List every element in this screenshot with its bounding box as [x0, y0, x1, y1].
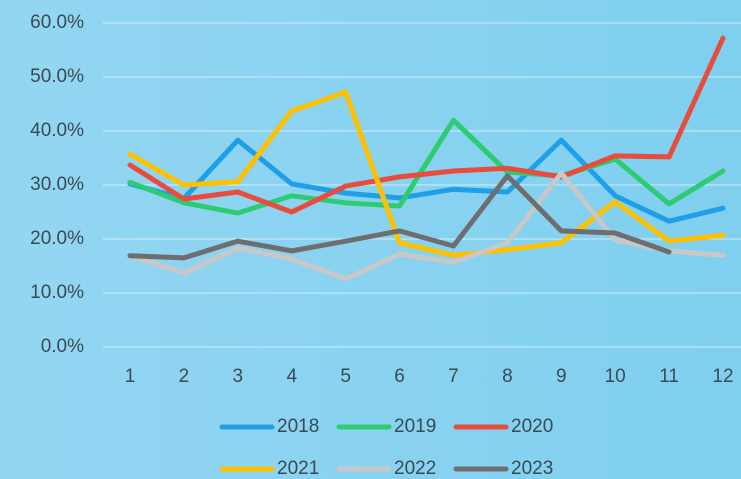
legend-label: 2020	[511, 416, 553, 437]
legend-label: 2023	[511, 458, 553, 479]
x-tick-label: 5	[340, 366, 351, 387]
x-tick-label: 1	[125, 366, 136, 387]
series-line	[127, 173, 672, 261]
x-tick-label: 4	[286, 366, 297, 387]
x-tick-label: 3	[233, 366, 244, 387]
x-tick-label: 10	[605, 366, 626, 387]
x-tick-label: 12	[712, 366, 733, 387]
legend-label: 2019	[394, 416, 436, 437]
x-tick-label: 6	[394, 366, 405, 387]
y-tick-label: 50.0%	[30, 66, 84, 87]
y-tick-label: 10.0%	[30, 282, 84, 303]
x-tick-label: 8	[502, 366, 513, 387]
series-line	[127, 89, 726, 258]
x-tick-label: 7	[448, 366, 459, 387]
series-line	[127, 117, 726, 216]
x-tick-label: 11	[659, 366, 679, 387]
y-tick-label: 30.0%	[30, 174, 84, 195]
legend-label: 2022	[394, 458, 436, 479]
x-tick-label: 9	[556, 366, 567, 387]
x-tick-label: 2	[179, 366, 190, 387]
legend-label: 2021	[277, 458, 319, 479]
series-line	[127, 137, 726, 224]
y-tick-label: 40.0%	[30, 120, 84, 141]
series-line	[127, 35, 726, 215]
y-tick-label: 0.0%	[41, 336, 84, 357]
series-line	[127, 170, 726, 282]
legend-label: 2018	[277, 416, 319, 437]
y-tick-label: 60.0%	[30, 12, 84, 33]
y-tick-label: 20.0%	[30, 228, 84, 249]
